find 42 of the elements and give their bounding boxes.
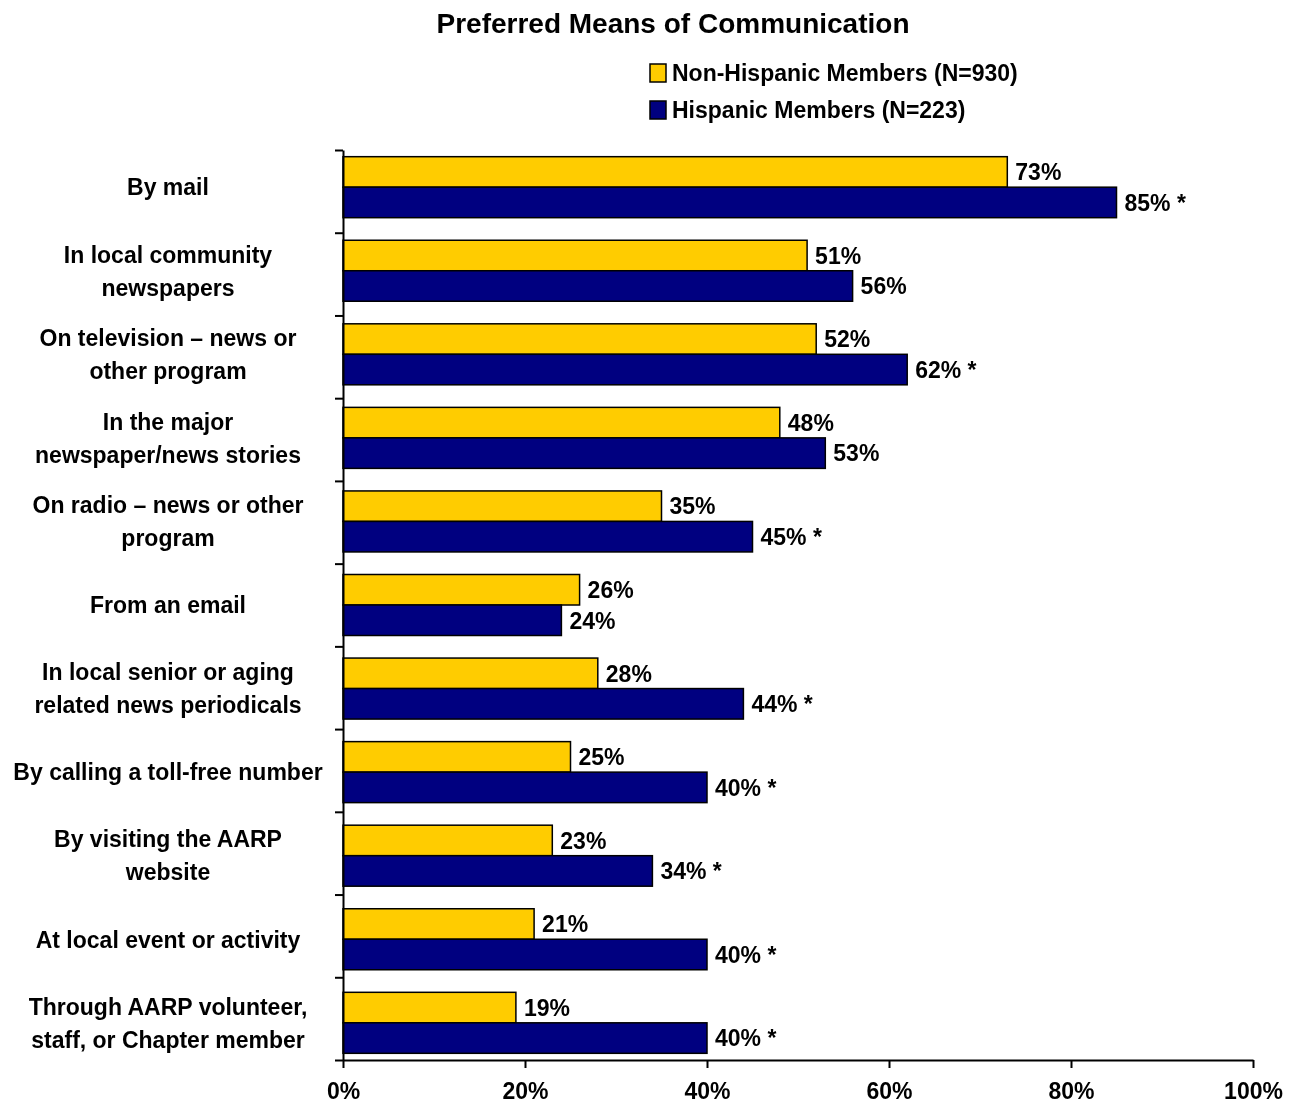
data-label: 40% *: [715, 941, 777, 968]
legend-label: Hispanic Members (N=223): [672, 97, 966, 124]
data-label: 21%: [542, 911, 589, 938]
data-label: 26%: [587, 577, 634, 604]
y-tick-label: Through AARP volunteer, staff, or Chapter member: [28, 993, 308, 1053]
y-tick-label: In local community newspapers: [63, 241, 273, 301]
y-tick-label: On television – news or other program: [39, 325, 297, 385]
x-tick-label: 20%: [502, 1077, 549, 1104]
data-label: 62% *: [915, 356, 977, 383]
x-tick-label: 0%: [326, 1077, 361, 1104]
data-label: 73%: [1015, 159, 1062, 186]
x-tick-label: 80%: [1048, 1077, 1095, 1104]
data-label: 40% *: [715, 774, 777, 801]
data-label: 56%: [860, 273, 907, 300]
data-label: 35%: [669, 493, 716, 520]
y-tick-label: From an email: [90, 592, 246, 619]
data-label: 24%: [569, 607, 616, 634]
data-label: 85% *: [1124, 189, 1186, 216]
data-label: 53%: [833, 440, 880, 467]
data-label: 25%: [578, 744, 625, 771]
x-tick-label: 60%: [866, 1077, 913, 1104]
data-label: 34% *: [660, 858, 722, 885]
y-tick-label: By mail: [127, 174, 209, 201]
y-tick-label: By calling a toll-free number: [13, 759, 323, 786]
y-tick-label: At local event or activity: [35, 926, 301, 953]
y-tick-label: On radio – news or other program: [32, 492, 304, 552]
data-label: 52%: [824, 326, 871, 353]
data-label: 19%: [523, 994, 570, 1021]
y-tick-label: By visiting the AARP website: [54, 826, 282, 886]
y-tick-label: In the major newspaper/news stories: [35, 408, 301, 468]
chart-title: Preferred Means of Communication: [436, 8, 910, 39]
legend-label: Non-Hispanic Members (N=930): [672, 60, 1018, 87]
x-tick-label: 100%: [1224, 1077, 1283, 1104]
data-label: 45% *: [760, 523, 822, 550]
data-label: 23%: [560, 827, 607, 854]
x-tick-label: 40%: [684, 1077, 731, 1104]
data-label: 51%: [815, 242, 862, 269]
data-label: 28%: [605, 660, 652, 687]
data-label: 40% *: [715, 1025, 777, 1052]
y-tick-label: In local senior or aging related news periodicals: [34, 659, 302, 719]
data-label: 48%: [787, 409, 834, 436]
data-label: 44% *: [751, 691, 813, 718]
